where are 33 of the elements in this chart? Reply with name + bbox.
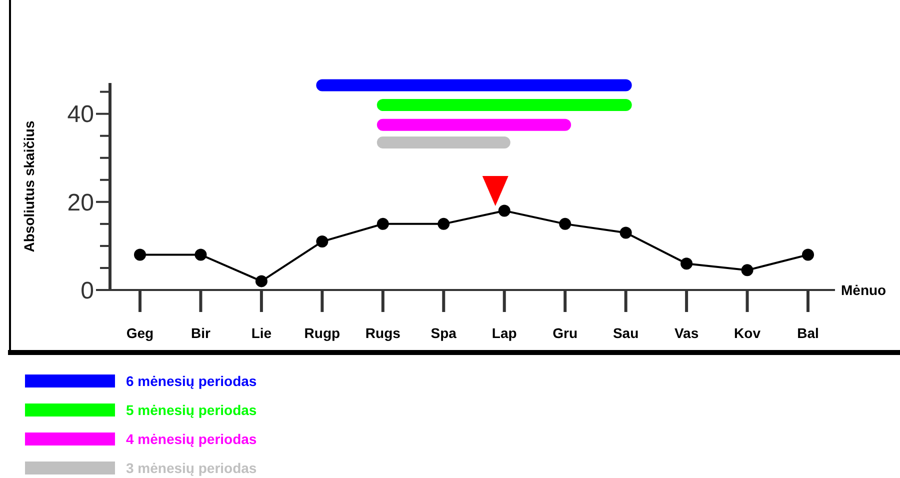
x-tick-label: Sau (612, 325, 639, 341)
x-tick-label: Kov (734, 325, 761, 341)
text: 4 mėnesių periodas (126, 430, 257, 447)
point (498, 204, 510, 217)
point (376, 218, 389, 230)
x-tick-label: Geg (126, 325, 154, 341)
x-tick-label: Lap (492, 325, 517, 341)
y-tick-label: 0 (80, 277, 94, 304)
y-tick-label: 20 (67, 189, 94, 216)
x-tick-label: Gru (552, 325, 578, 341)
x-axis-title: Mėnuo (841, 282, 886, 298)
point (316, 236, 328, 248)
x-tick-label: Rugp (304, 325, 340, 341)
text: 6 mėnesių periodas (126, 372, 257, 389)
point (134, 248, 146, 261)
point (802, 248, 814, 261)
x-tick-label: Rugs (365, 325, 401, 341)
text: 3 mėnesių periodas (126, 460, 257, 476)
y-tick-label: 40 (67, 101, 94, 128)
x-tick-label: Bal (797, 325, 819, 341)
point (620, 226, 632, 239)
x-tick-label: Spa (430, 325, 457, 341)
point (438, 218, 450, 230)
x-tick-label: Lie (251, 325, 272, 341)
point (559, 218, 572, 230)
point (255, 275, 268, 288)
point (741, 264, 754, 276)
point (680, 258, 693, 270)
x-tick-label: Vas (674, 325, 699, 341)
x-tick-label: Bir (191, 325, 211, 341)
point (194, 248, 207, 261)
text: 5 mėnesių periodas (126, 402, 257, 418)
y-axis-title: Absoliutus skaičius (21, 120, 37, 252)
